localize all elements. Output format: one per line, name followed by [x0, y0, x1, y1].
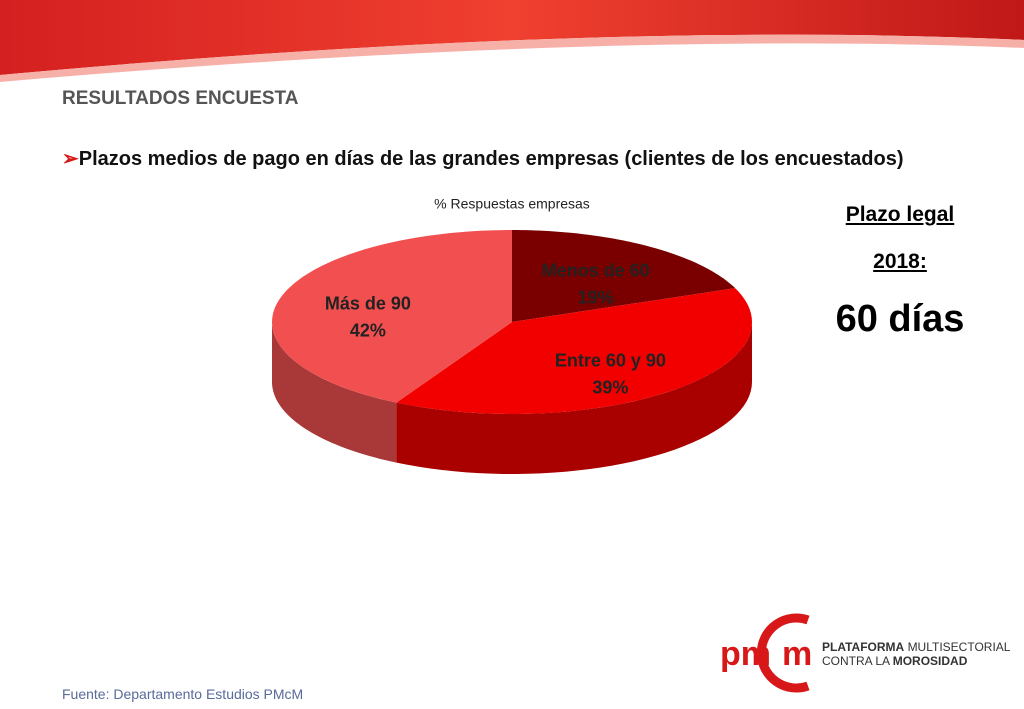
logo-line2-bold: MOROSIDAD [893, 654, 968, 668]
logo-line1-rest: MULTISECTORIAL [908, 640, 1011, 654]
pie-side [396, 322, 752, 474]
side-line1: Plazo legal [845, 203, 955, 226]
pie-slice [512, 230, 736, 322]
section-title: RESULTADOS ENCUESTA [62, 88, 299, 109]
slice-value-label: 42% [350, 321, 386, 341]
logo: pm m PLATAFORMA MULTISECTORIAL CONTRA LA… [720, 613, 1011, 693]
side-big: 60 días [835, 298, 965, 340]
side-line2: 2018: [873, 250, 927, 273]
logo-line1: PLATAFORMA MULTISECTORIAL [822, 640, 1011, 654]
slice-label: Menos de 60 [542, 261, 650, 281]
bullet-text: Plazos medios de pago en días de las gra… [78, 148, 904, 170]
bullet-arrow: ➢ [62, 148, 79, 170]
header-swoosh-light [0, 34, 1024, 82]
logo-line2: CONTRA LA MOROSIDAD [822, 654, 968, 668]
pie-slice [396, 288, 752, 414]
logo-c [756, 613, 810, 693]
pie: Menos de 60 19% Entre 60 y 90 39% Más de 90 4… [272, 230, 752, 474]
logo-line1-bold: PLATAFORMA [822, 640, 905, 654]
bullet: ➢Plazos medios de pago en días de las gr… [62, 146, 922, 173]
pie-slice [272, 230, 512, 403]
chart-title: % Respuestas empresas [434, 196, 590, 212]
slice-label: Más de 90 [325, 294, 411, 314]
slice-label: Entre 60 y 90 [555, 351, 666, 371]
slice-value-label: 39% [592, 378, 628, 398]
header-swoosh [0, 0, 1024, 75]
pie-side [272, 322, 397, 463]
slice-value-label: 19% [578, 288, 614, 308]
footer: Fuente: Departamento Estudios PMcM [62, 686, 304, 702]
logo-line2-rest: CONTRA LA [822, 654, 890, 668]
logo-right: m [782, 635, 812, 673]
